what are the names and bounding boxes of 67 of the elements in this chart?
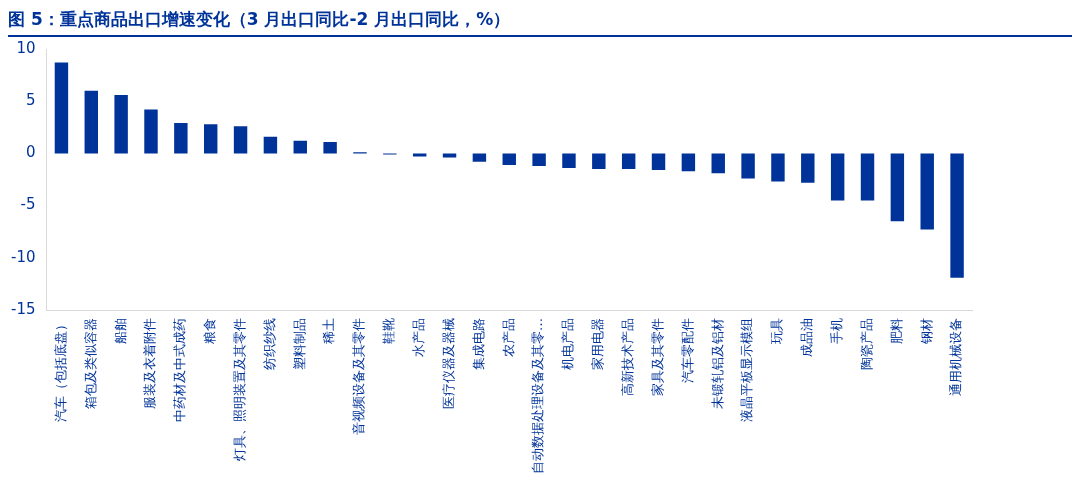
bar [741,153,755,179]
x-tick-label: 汽车（包括底盘） [52,318,68,422]
bar [592,153,606,170]
bar [293,140,307,154]
x-tick-label: 服装及衣着附件 [142,318,158,409]
bar [174,123,188,154]
x-tick-label: 水产品 [411,318,427,357]
x-tick-label: 农产品 [500,318,516,357]
y-tick-label: -15 [11,299,36,318]
x-tick-label: 液晶平板显示模组 [739,318,755,422]
bar [860,153,875,201]
bar [950,153,964,278]
x-tick-label: 船舶 [112,318,128,344]
chart-title: 图 5：重点商品出口增速变化（3 月出口同比-2 月出口同比，%） [8,8,1072,37]
bar [472,153,487,162]
x-tick-label: 集成电路 [470,318,486,370]
x-tick-label: 家具及其零件 [649,318,665,396]
x-tick-label: 塑料制品 [291,318,307,370]
bar [771,153,785,182]
x-tick-label: 汽车零配件 [679,318,695,383]
bar [920,153,934,230]
bar [323,141,337,154]
y-tick-label: 0 [25,143,36,162]
bar [890,153,905,222]
x-tick-label: 医疗仪器及器械 [440,318,456,409]
x-tick-label: 稀土 [321,318,337,344]
bar [54,62,69,154]
bar [233,126,248,154]
bar [801,153,815,183]
x-tick-label: 高新技术产品 [620,318,636,396]
x-tick-label: 陶瓷产品 [858,318,874,370]
x-tick-label: 成品油 [799,318,815,357]
bar [830,153,845,201]
x-tick-label: 自动数据处理设备及其零… [530,318,546,474]
x-tick-label: 机电产品 [560,318,576,370]
x-tick-label: 通用机械设备 [948,318,964,396]
y-tick-label: 10 [16,38,36,57]
y-tick-label: 5 [25,91,36,110]
bar [502,153,516,165]
bar [203,124,218,154]
x-tick-label: 钢材 [918,318,934,345]
x-tick-label: 粮食 [202,318,218,344]
x-tick-label: 箱包及类似容器 [82,318,98,409]
x-tick-label: 手机 [829,318,845,344]
x-tick-label: 灯具、照明装置及其零件 [231,318,247,461]
bar [84,90,98,154]
bar [144,109,158,154]
bar [412,153,427,157]
bar [532,153,546,166]
x-tick-label: 肥料 [888,318,904,344]
x-tick-label: 纺织纱线 [261,318,277,370]
x-tick-label: 音视频设备及其零件 [351,318,367,435]
x-tick-label: 家用电器 [590,318,606,370]
bar [442,153,457,158]
bar [562,153,576,169]
y-tick-label: -10 [11,247,36,266]
bar [711,153,725,174]
bar [263,136,278,154]
y-tick-label: -5 [20,195,36,214]
x-tick-label: 未锻轧铝及铝材 [709,318,725,409]
bar [681,153,696,172]
bar [114,94,128,154]
bar [651,153,666,171]
x-tick-label: 鞋靴 [381,318,397,344]
bar [621,153,636,170]
x-tick-label: 中药材及中式成药 [172,318,188,422]
x-tick-label: 玩具 [769,318,785,344]
